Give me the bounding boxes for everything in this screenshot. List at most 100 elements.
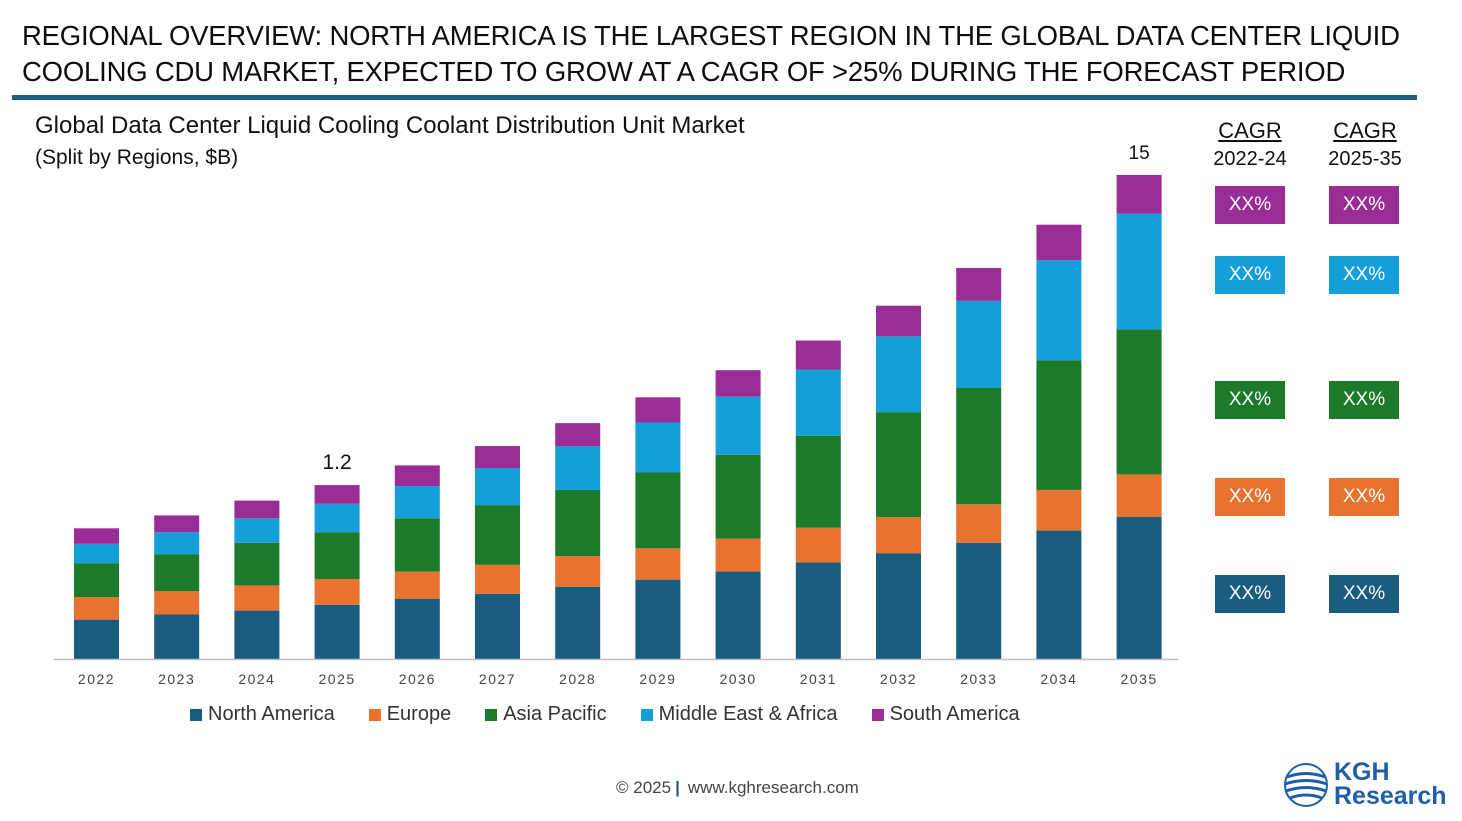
footer-separator: | (675, 778, 680, 797)
copyright-text: © 2025 (616, 778, 672, 797)
bar-segment-2026-south-america (394, 465, 440, 487)
bar-segment-2035-europe (1116, 474, 1162, 518)
bar-segment-2025-middle-east-africa (314, 503, 360, 533)
cagr-header-2025-35: CAGR 2025-35 (1315, 118, 1415, 171)
bar-segment-2029-europe (635, 548, 681, 580)
bar-segment-2032-asia-pacific (876, 412, 921, 518)
bar-segment-2031-north-america (795, 562, 841, 659)
chart-subtitle: (Split by Regions, $B) (35, 146, 239, 169)
x-tick-label: 2034 (1040, 671, 1077, 687)
cagr-value-middle-east-africa: XX% (1215, 256, 1285, 294)
legend-label: Europe (386, 703, 452, 725)
bar-segment-2030-europe (715, 538, 761, 572)
cagr-period: 2025-35 (1328, 148, 1402, 170)
data-label-2035: 15 (1129, 143, 1150, 164)
bar-segment-2022-south-america (74, 528, 119, 544)
bar-segment-2025-asia-pacific (314, 532, 360, 579)
cagr-value-south-america: XX% (1215, 186, 1285, 224)
bar-segment-2029-north-america (635, 579, 681, 659)
bar-segment-2035-asia-pacific (1116, 329, 1162, 475)
bar-segment-2034-north-america (1036, 530, 1082, 659)
x-tick-label: 2031 (800, 671, 837, 687)
bar-segment-2022-middle-east-africa (74, 543, 119, 564)
bar-segment-2035-north-america (1116, 517, 1162, 659)
cagr-label: CAGR (1218, 118, 1282, 143)
legend-swatch (871, 708, 884, 721)
bar-segment-2027-north-america (475, 593, 520, 659)
legend-label: Middle East & Africa (658, 703, 838, 725)
logo-text-kgh: KGH (1334, 758, 1390, 786)
legend-item-south-america: South America (871, 703, 1020, 726)
x-tick-label: 2023 (158, 671, 195, 687)
bar-segment-2026-europe (394, 571, 440, 599)
bar-segment-2023-europe (154, 591, 200, 615)
bar-segment-2025-europe (314, 578, 360, 605)
legend-label: Asia Pacific (503, 703, 607, 725)
bar-segment-2029-middle-east-africa (635, 422, 681, 473)
bar-segment-2031-asia-pacific (795, 435, 841, 528)
bar-segment-2030-asia-pacific (715, 454, 761, 539)
legend-item-europe: Europe (368, 703, 452, 726)
bar-segment-2034-asia-pacific (1036, 360, 1082, 490)
bar-segment-2024-asia-pacific (234, 542, 280, 586)
bar-segment-2029-south-america (635, 397, 681, 423)
bar-segment-2029-asia-pacific (635, 472, 681, 549)
x-tick-label: 2025 (319, 671, 356, 687)
bar-segment-2033-south-america (956, 267, 1002, 301)
x-tick-label: 2024 (238, 671, 275, 687)
cagr-period: 2022-24 (1213, 148, 1287, 170)
cagr-value-asia-pacific: XX% (1329, 381, 1399, 419)
legend-swatch (640, 708, 653, 721)
x-tick-label: 2027 (479, 671, 516, 687)
bar-segment-2022-europe (74, 597, 119, 620)
bar-segment-2028-middle-east-africa (555, 446, 601, 490)
x-tick-label: 2032 (880, 671, 917, 687)
logo-text-research: Research (1334, 782, 1447, 810)
bar-segment-2026-north-america (394, 598, 440, 659)
bar-segment-2035-south-america (1116, 175, 1162, 214)
kgh-research-logo: KGH Research (1282, 760, 1454, 814)
footer: © 2025 | www.kghresearch.com (616, 778, 859, 798)
bar-segment-2022-asia-pacific (74, 563, 119, 598)
bar-segment-2023-asia-pacific (154, 554, 200, 592)
legend-swatch (190, 708, 202, 721)
stacked-bar-chart: 2022 2023 2024 2025 2026 2027 2028 2029 2030 2031… (54, 143, 1178, 687)
x-tick-label: 2030 (720, 671, 757, 687)
bar-segment-2027-middle-east-africa (475, 467, 520, 506)
bar-segment-2032-north-america (876, 553, 921, 659)
bar-segment-2033-north-america (956, 542, 1002, 659)
cagr-value-europe: XX% (1215, 478, 1285, 516)
bar-segment-2024-middle-east-africa (234, 518, 280, 543)
bar-segment-2023-middle-east-africa (154, 532, 200, 555)
bar-segment-2033-asia-pacific (956, 387, 1002, 505)
legend-item-asia-pacific: Asia Pacific (485, 703, 607, 726)
cagr-label: CAGR (1333, 118, 1397, 143)
bar-segment-2030-middle-east-africa (715, 396, 761, 455)
bar-segment-2034-europe (1036, 489, 1082, 531)
bar-segment-2034-middle-east-africa (1036, 260, 1082, 361)
x-tick-label: 2022 (78, 671, 115, 687)
legend-item-middle-east-africa: Middle East & Africa (640, 703, 838, 726)
chart-legend: North America Europe Asia Pacific Middle Ea… (190, 703, 1054, 726)
x-tick-label: 2035 (1121, 671, 1158, 687)
bar-segment-2023-south-america (154, 515, 200, 533)
cagr-value-north-america: XX% (1329, 575, 1399, 613)
bar-segment-2032-europe (876, 517, 921, 554)
bar-segment-2033-europe (956, 504, 1002, 543)
cagr-value-south-america: XX% (1329, 186, 1399, 224)
chart-title: Global Data Center Liquid Cooling Coolan… (35, 112, 745, 139)
bar-segment-2024-europe (234, 585, 280, 611)
legend-item-north-america: North America (190, 703, 335, 726)
bar-segment-2034-south-america (1036, 224, 1082, 261)
data-label-2025: 1.2 (322, 451, 351, 474)
bar-segment-2027-asia-pacific (475, 505, 520, 565)
cagr-value-europe: XX% (1329, 478, 1399, 516)
bar-segment-2033-middle-east-africa (956, 300, 1002, 388)
bar-segment-2028-europe (555, 556, 601, 587)
cagr-value-north-america: XX% (1215, 575, 1285, 613)
website-link[interactable]: www.kghresearch.com (687, 778, 859, 797)
globe-icon (1284, 763, 1328, 807)
bar-segment-2030-north-america (715, 571, 761, 659)
bar-segment-2035-middle-east-africa (1116, 213, 1162, 330)
bar-segment-2032-south-america (876, 305, 921, 337)
